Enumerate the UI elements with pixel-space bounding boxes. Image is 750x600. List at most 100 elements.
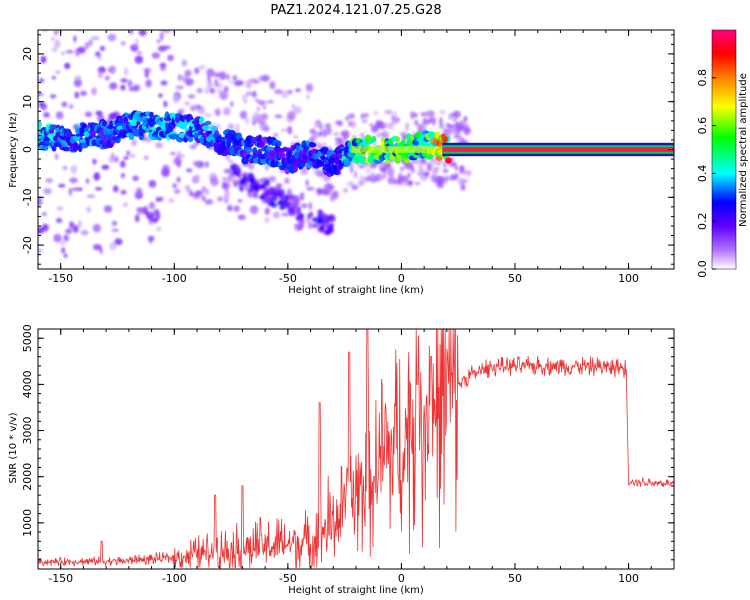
- heatmap-marks: [38, 7, 674, 258]
- carrier-band-inner: [442, 147, 674, 152]
- heatmap-cell: [41, 223, 49, 232]
- y-tick-label: 4000: [21, 370, 34, 398]
- heatmap-cell: [414, 181, 421, 186]
- heatmap-cell: [454, 110, 458, 119]
- heatmap-cell: [426, 119, 432, 124]
- heatmap-cell: [38, 92, 44, 96]
- heatmap-cell: [342, 188, 349, 193]
- heatmap-cell: [276, 140, 282, 147]
- heatmap-cell: [251, 121, 256, 126]
- heatmap-cell: [77, 46, 86, 54]
- heatmap-cell: [416, 123, 425, 131]
- heatmap-cell: [359, 157, 368, 165]
- heatmap-cell: [280, 128, 290, 132]
- colorbar-tick-label: 0.2: [696, 212, 709, 230]
- heatmap-cell: [293, 106, 302, 114]
- heatmap-cell: [308, 202, 312, 210]
- heatmap-cell: [298, 225, 303, 230]
- heatmap-cell: [447, 115, 455, 120]
- heatmap-cell: [321, 150, 328, 155]
- heatmap-cell: [319, 225, 325, 231]
- snr-series-line: [38, 329, 674, 569]
- heatmap-cell: [442, 168, 449, 174]
- heatmap-cell: [277, 188, 282, 193]
- heatmap-cell: [263, 195, 272, 204]
- heatmap-cell: [103, 205, 113, 213]
- heatmap-cell: [115, 21, 121, 25]
- heatmap-cell: [222, 182, 231, 189]
- heatmap-cell: [452, 118, 458, 122]
- colorbar-tick-label: 0.6: [696, 117, 709, 135]
- heatmap-cell: [143, 155, 149, 160]
- heatmap-cell: [387, 176, 396, 185]
- heatmap-cell: [170, 152, 176, 156]
- heatmap-cell: [184, 78, 194, 86]
- heatmap-cell: [391, 117, 398, 125]
- heatmap-cell: [314, 120, 322, 128]
- heatmap-cell: [195, 174, 200, 184]
- heatmap-cell: [307, 213, 312, 220]
- heatmap-cell: [371, 135, 377, 143]
- heatmap-cell: [411, 166, 415, 174]
- heatmap-cell: [91, 36, 100, 41]
- heatmap-cell: [149, 111, 154, 119]
- heatmap-cell: [88, 39, 93, 47]
- colorbar-tick-label: 0.4: [696, 165, 709, 183]
- heatmap-cell: [190, 144, 197, 150]
- heatmap-cell: [350, 165, 354, 174]
- heatmap-cell: [120, 7, 128, 14]
- heatmap-cell: [370, 171, 375, 180]
- heatmap-cell: [420, 112, 427, 117]
- heatmap-cell: [68, 187, 73, 196]
- heatmap-cell: [352, 120, 357, 129]
- heatmap-cell: [311, 223, 319, 229]
- heatmap-cell: [151, 52, 161, 59]
- heatmap-cell: [61, 101, 68, 108]
- heatmap-cell: [373, 110, 379, 116]
- heatmap-cell: [347, 120, 355, 127]
- heatmap-cell: [123, 117, 129, 124]
- heatmap-cell: [188, 94, 196, 99]
- heatmap-cell: [439, 109, 446, 115]
- heatmap-cell: [272, 190, 280, 196]
- heatmap-cell: [204, 199, 214, 205]
- heatmap-cell: [414, 113, 418, 118]
- heatmap-cell: [91, 87, 97, 96]
- colorbar-gradient: [711, 29, 737, 270]
- heatmap-cell: [147, 235, 155, 242]
- heatmap-cell: [334, 120, 343, 125]
- heatmap-cell: [163, 100, 168, 108]
- heatmap-cell: [107, 33, 117, 42]
- heatmap-cell: [127, 79, 133, 87]
- heatmap-cell: [327, 184, 335, 191]
- heatmap-cell: [163, 45, 171, 50]
- heatmap-cell: [454, 172, 459, 180]
- heatmap-cell: [314, 170, 319, 176]
- heatmap-cell: [410, 111, 415, 120]
- heatmap-cell: [38, 197, 43, 207]
- heatmap-cell: [292, 195, 300, 203]
- heatmap-cell: [201, 195, 206, 202]
- heatmap-cell: [444, 127, 454, 135]
- heatmap-cell: [324, 123, 332, 128]
- heatmap-cell: [264, 216, 270, 224]
- colorbar: 0.0 0.2 0.4 0.6 0.8 Normalized spectral ampl…: [696, 29, 749, 278]
- heatmap-cell: [51, 146, 57, 152]
- heatmap-cell: [120, 41, 126, 46]
- heatmap-cell: [293, 134, 299, 139]
- heatmap-cell: [430, 161, 435, 167]
- heatmap-cell: [204, 161, 210, 168]
- heatmap-cell: [184, 185, 191, 190]
- heatmap-cell: [78, 18, 83, 24]
- heatmap-cell: [51, 75, 57, 80]
- heatmap-cell: [65, 50, 74, 54]
- heatmap-cell: [60, 240, 65, 247]
- heatmap-cell: [92, 158, 97, 165]
- heatmap-cell: [172, 183, 178, 189]
- heatmap-cell: [262, 105, 267, 110]
- heatmap-ylabel: Frequency (Hz): [8, 112, 19, 188]
- heatmap-cell: [326, 225, 334, 233]
- heatmap-cell: [403, 157, 411, 164]
- heatmap-cell: [61, 247, 66, 254]
- heatmap-cell: [287, 125, 293, 135]
